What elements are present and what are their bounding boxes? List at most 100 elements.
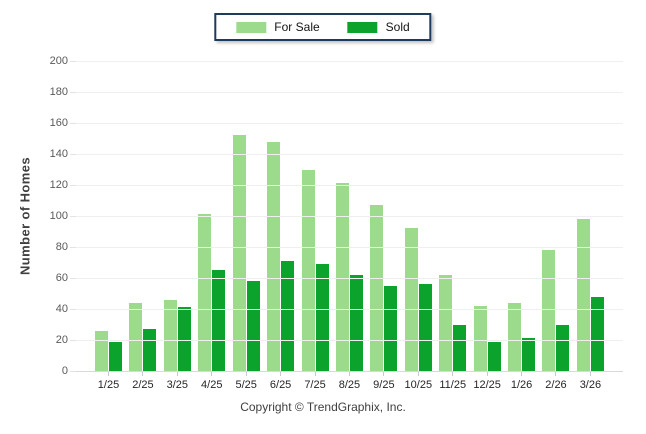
bar-group-8/25 [335, 183, 363, 371]
x-cell-1/25: 1/25 [95, 372, 122, 391]
bar-sold-4/25 [212, 270, 226, 371]
bar-for-sale-3/25 [163, 299, 177, 371]
gridline-20 [76, 340, 623, 341]
x-tick-label-3/26: 3/26 [579, 379, 602, 391]
legend-label-for-sale: For Sale [274, 20, 320, 34]
x-cell-2/25: 2/25 [129, 372, 156, 391]
bar-sold-2/26 [556, 324, 570, 371]
x-cell-11/25: 11/25 [439, 372, 466, 391]
x-tick-4/25 [211, 372, 213, 376]
x-cell-10/25: 10/25 [405, 372, 432, 391]
y-tick-label-160: 160 [49, 117, 68, 129]
bar-for-sale-12/25 [473, 305, 487, 371]
bar-group-11/25 [439, 274, 467, 371]
y-axis-labels: 0 20 40 60 80 100 120 140 160 180 200 [0, 55, 68, 377]
y-tick-label-60: 60 [55, 272, 68, 284]
bar-group-2/26 [542, 250, 570, 371]
x-tick-label-4/25: 4/25 [201, 379, 223, 391]
bar-group-1/26 [508, 302, 536, 371]
y-tick-label-140: 140 [49, 148, 68, 160]
bar-sold-3/26 [590, 296, 604, 371]
x-tick-7/25 [314, 372, 316, 376]
y-tick-160 [70, 123, 76, 124]
y-tick-label-0: 0 [61, 365, 68, 377]
x-cell-12/25: 12/25 [473, 372, 501, 391]
bar-group-3/26 [576, 219, 604, 371]
bar-group-5/25 [232, 135, 260, 371]
legend-item-sold: Sold [347, 20, 410, 34]
x-cell-6/25: 6/25 [267, 372, 294, 391]
x-tick-label-6/25: 6/25 [269, 379, 292, 391]
x-tick-12/25 [486, 372, 488, 376]
bar-for-sale-8/25 [335, 183, 349, 371]
x-tick-3/26 [589, 372, 591, 376]
legend-label-sold: Sold [385, 20, 410, 34]
bar-group-3/25 [163, 299, 191, 371]
x-tick-3/25 [176, 372, 178, 376]
plot-area [70, 61, 623, 372]
y-tick-label-200: 200 [49, 55, 68, 67]
x-tick-label-9/25: 9/25 [373, 379, 395, 391]
x-cell-7/25: 7/25 [302, 372, 329, 391]
x-tick-label-8/25: 8/25 [338, 379, 361, 391]
x-tick-2/26 [555, 372, 557, 376]
x-tick-label-2/25: 2/25 [132, 379, 154, 391]
x-tick-6/25 [280, 372, 282, 376]
y-tick-40 [70, 309, 76, 310]
y-tick-label-180: 180 [49, 86, 68, 98]
x-tick-9/25 [383, 372, 385, 376]
bar-sold-9/25 [384, 285, 398, 371]
bar-group-7/25 [301, 169, 329, 371]
x-tick-8/25 [348, 372, 350, 376]
y-tick-label-120: 120 [49, 179, 68, 191]
bar-for-sale-10/25 [404, 228, 418, 371]
y-tick-label-40: 40 [55, 303, 68, 315]
y-tick-180 [70, 92, 76, 93]
bar-group-6/25 [267, 141, 295, 371]
legend-item-for-sale: For Sale [236, 20, 320, 34]
x-tick-label-1/26: 1/26 [510, 379, 533, 391]
x-tick-label-12/25: 12/25 [473, 379, 501, 391]
gridline-180 [76, 92, 623, 93]
x-tick-label-2/26: 2/26 [545, 379, 567, 391]
x-axis-line [70, 371, 623, 372]
x-cell-4/25: 4/25 [198, 372, 225, 391]
x-tick-label-11/25: 11/25 [439, 379, 467, 391]
x-cell-2/26: 2/26 [542, 372, 569, 391]
gridline-140 [76, 154, 623, 155]
bar-for-sale-1/25 [95, 330, 108, 371]
gridline-160 [76, 123, 623, 124]
y-tick-200 [70, 61, 76, 62]
x-tick-label-1/25: 1/25 [97, 379, 120, 391]
bar-group-12/25 [473, 305, 501, 371]
y-tick-120 [70, 185, 76, 186]
x-tick-11/25 [452, 372, 454, 376]
bar-group-1/25 [95, 330, 122, 371]
y-tick-label-100: 100 [49, 210, 68, 222]
x-tick-label-3/25: 3/25 [166, 379, 189, 391]
bar-for-sale-3/26 [576, 219, 590, 371]
x-cell-3/26: 3/26 [577, 372, 604, 391]
y-tick-label-20: 20 [55, 334, 68, 346]
bar-group-2/25 [129, 302, 157, 371]
x-tick-10/25 [417, 372, 419, 376]
bar-group-9/25 [370, 205, 398, 371]
bar-for-sale-9/25 [370, 205, 384, 371]
bar-sold-3/25 [177, 307, 191, 371]
x-tick-label-10/25: 10/25 [404, 379, 433, 391]
bar-for-sale-6/25 [267, 141, 281, 371]
bar-sold-6/25 [281, 260, 295, 371]
bar-sold-10/25 [418, 284, 432, 371]
legend: For Sale Sold [214, 13, 432, 41]
bar-sold-11/25 [453, 324, 467, 371]
x-cell-5/25: 5/25 [233, 372, 260, 391]
x-axis-cells: 1/25 2/25 3/25 4/25 5/25 6/25 7/25 8/25 9/25 10/2… [76, 372, 623, 391]
gridline-60 [76, 278, 623, 279]
x-cell-1/26: 1/26 [508, 372, 535, 391]
x-tick-1/25 [108, 372, 109, 376]
x-cell-8/25: 8/25 [336, 372, 363, 391]
bar-sold-7/25 [315, 264, 329, 371]
bar-group-10/25 [404, 228, 432, 371]
gridline-40 [76, 309, 623, 310]
